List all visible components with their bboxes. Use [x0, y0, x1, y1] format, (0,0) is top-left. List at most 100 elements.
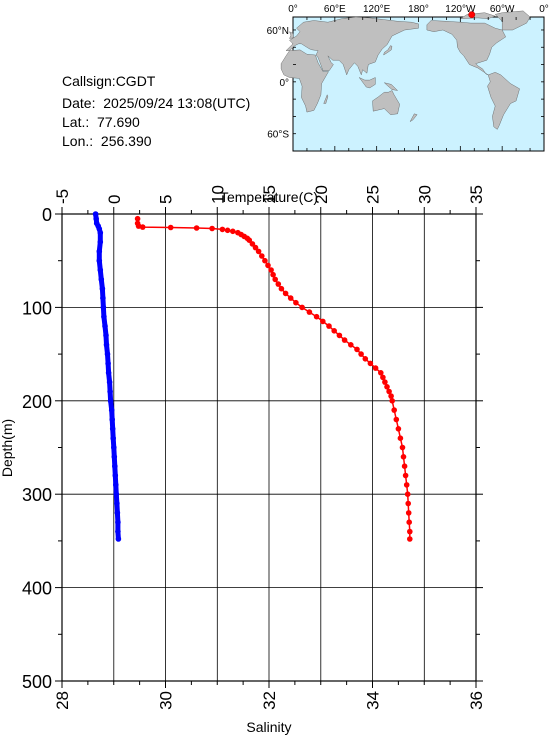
island-new-guinea [383, 82, 399, 91]
salinity-point [103, 332, 109, 339]
island-new-zealand [409, 113, 418, 123]
salinity-point [112, 472, 119, 479]
salinity-point [112, 463, 118, 470]
map-frame [292, 17, 545, 152]
salinity-point [108, 407, 115, 413]
map-labels: 0° 60°E 120°E 180° 120°W 60°W 0° 60°N 0° 60°S [267, 4, 549, 141]
map-latitude-label: 0° [279, 78, 289, 89]
salinity-point [110, 435, 116, 442]
longitude-label: Lon.: 256.390 [62, 133, 152, 149]
depth-axis-label: Depth(m) [0, 419, 15, 477]
salinity-point [105, 360, 111, 367]
continent-australia [372, 90, 400, 115]
temperature-point [336, 332, 343, 339]
salinity-point [106, 379, 113, 385]
salinity-point [107, 388, 113, 395]
continent-europe-asia [285, 16, 419, 76]
salinity-point [96, 257, 103, 264]
temperature-point [299, 304, 305, 311]
temperature-point [219, 226, 226, 233]
salinity-tick-label: 34 [364, 691, 383, 710]
salinity-point [111, 444, 117, 451]
salinity-tick-label: 30 [157, 691, 176, 710]
continent-north-america [426, 20, 506, 76]
temperature-point [265, 262, 271, 269]
temperature-point [354, 346, 360, 353]
salinity-point [104, 351, 111, 357]
map-latitude-label: 60°N [267, 26, 289, 37]
temperature-point [282, 290, 289, 297]
map-longitude-label: 180° [408, 4, 429, 15]
world-map: 0° 60°E 120°E 180° 120°W 60°W 0° 60°N 0° 60°S [267, 4, 549, 152]
depth-tick-label: 200 [22, 392, 52, 412]
salinity-point [109, 426, 116, 432]
temperature-point [405, 510, 412, 516]
continent-south-america [487, 72, 520, 130]
temperature-point [348, 342, 354, 348]
temperature-tick-label: 10 [208, 185, 227, 204]
temperature-point [378, 370, 384, 376]
map-longitude-label: 60°W [490, 4, 515, 15]
temperature-tick-label: 25 [364, 185, 383, 204]
temperature-point [252, 244, 259, 251]
map-longitude-label: 60°E [324, 4, 346, 15]
map-land [280, 10, 531, 130]
salinity-point [93, 215, 99, 222]
map-longitude-label: 0° [288, 4, 298, 15]
map-longitude-label: 120°W [445, 4, 476, 15]
temperature-point [320, 318, 326, 325]
map-longitude-label: 120°E [363, 4, 391, 15]
temperature-tick-label: 35 [467, 185, 486, 204]
salinity-point [102, 323, 108, 329]
map-longitude-label: 0° [539, 4, 549, 15]
station-marker [468, 11, 476, 19]
island-uk [289, 31, 294, 39]
island-borneo-sumatra [359, 77, 376, 89]
temperature-point [403, 482, 410, 488]
salinity-point [97, 239, 104, 245]
salinity-point [98, 276, 105, 283]
temperature-tick-label: 0 [105, 195, 124, 204]
temperature-tick-label: 30 [415, 185, 434, 204]
temperature-point [224, 227, 231, 234]
temperature-axis-label: Temperature(C) [220, 189, 318, 205]
salinity-point [101, 313, 107, 320]
temperature-point [402, 472, 409, 479]
temperature-point [401, 463, 408, 470]
date-label: Date: 2025/09/24 13:08(UTC) [62, 95, 251, 111]
temperature-point [167, 224, 174, 231]
temperature-point [326, 323, 332, 329]
salinity-point [109, 416, 115, 423]
island-japan [383, 45, 393, 56]
temperature-point [404, 491, 411, 498]
temperature-tick-label: 5 [157, 195, 176, 204]
temperature-tick-label: 20 [312, 185, 331, 204]
continent-africa [280, 49, 329, 113]
salinity-point [100, 304, 107, 311]
salinity-point [99, 285, 106, 292]
temperature-point [313, 313, 320, 320]
temperature-point [293, 299, 299, 306]
depth-tick-label: 0 [42, 205, 52, 225]
temperature-point [384, 384, 390, 390]
temperature-point [407, 528, 413, 535]
temperature-point [372, 365, 379, 371]
temperature-point [405, 500, 412, 507]
temperature-point [272, 276, 279, 283]
temperature-point [134, 215, 141, 222]
depth-tick-label: 500 [22, 672, 52, 692]
temperature-point [331, 328, 338, 334]
temperature-point [139, 224, 146, 230]
temperature-point [400, 454, 407, 460]
temperature-point [389, 398, 396, 404]
depth-tick-label: 100 [22, 298, 52, 318]
temperature-point [388, 393, 394, 399]
salinity-tick-label: 36 [467, 691, 486, 710]
salinity-point [115, 519, 121, 525]
temperature-point [395, 426, 402, 432]
temperature-point [407, 536, 413, 542]
temperature-point [268, 267, 274, 273]
temperature-point [341, 337, 348, 343]
temperature-point [270, 271, 276, 278]
